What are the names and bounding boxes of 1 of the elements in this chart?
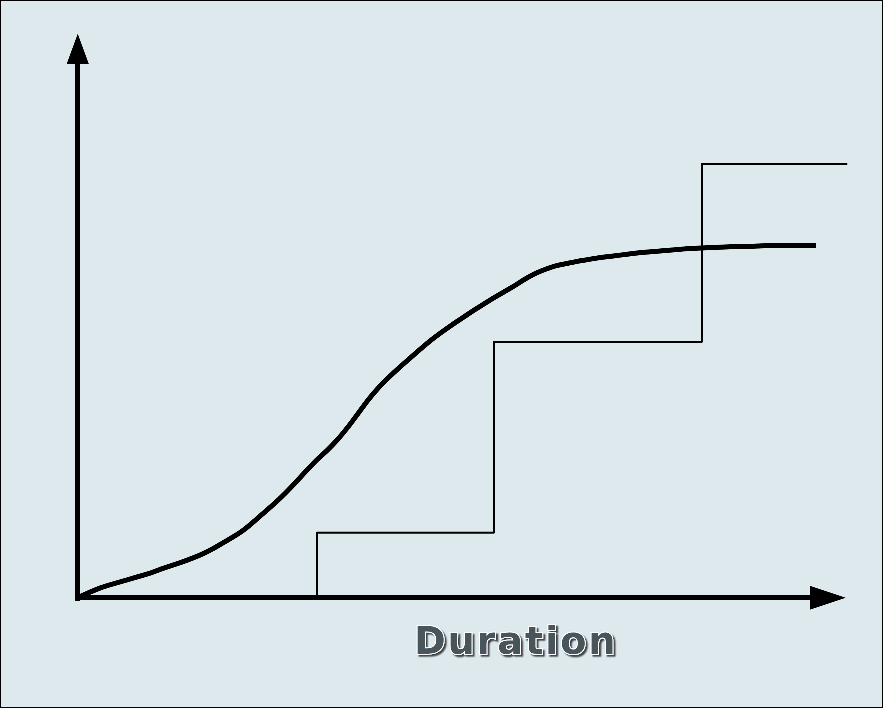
x-axis-title: Duration [414, 619, 618, 663]
